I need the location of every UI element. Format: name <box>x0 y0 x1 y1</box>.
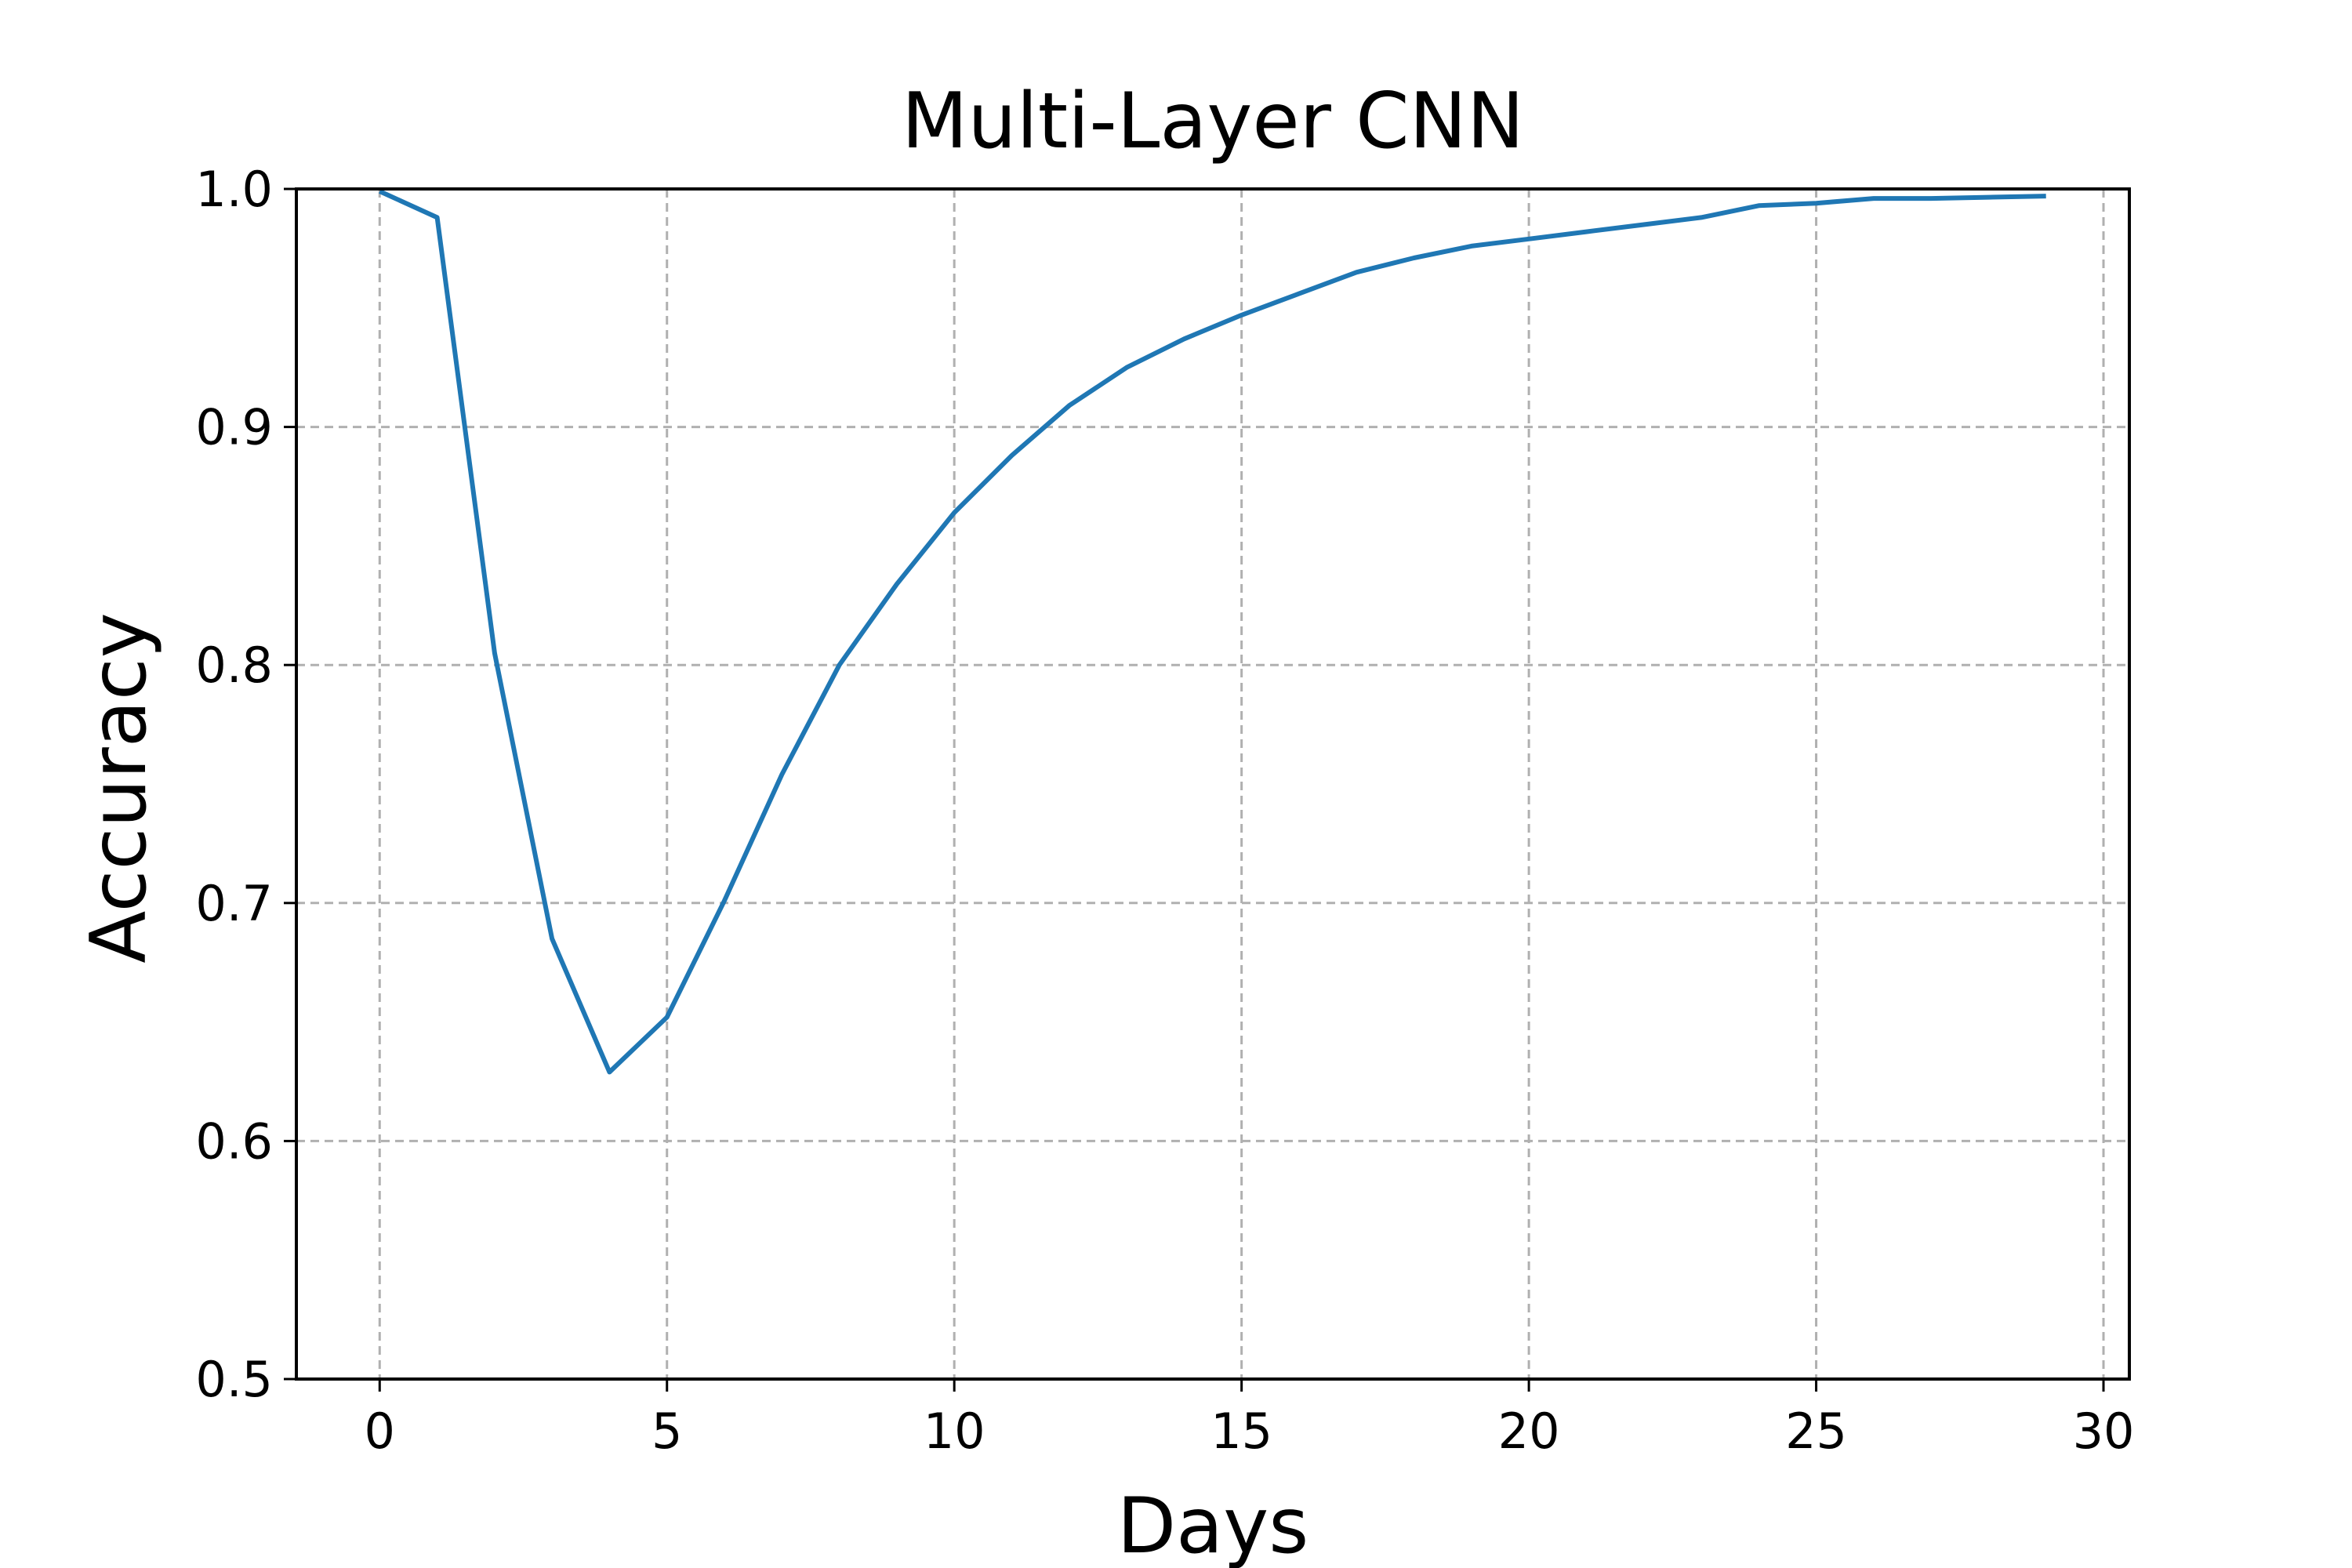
data-point <box>1699 215 1704 220</box>
x-axis-label: Days <box>1117 1482 1309 1568</box>
data-point <box>2044 194 2049 198</box>
data-point <box>1240 313 1244 318</box>
x-tick-label: 20 <box>1498 1403 1560 1460</box>
data-point <box>1871 196 1876 201</box>
data-point <box>1469 244 1474 249</box>
chart-title: Multi-Layer CNN <box>902 77 1524 166</box>
axis-ticks: 0 5 10 15 20 25 30 0.5 0.6 0.7 0.8 0.9 1.0 <box>195 161 2134 1460</box>
series-layer <box>379 189 2049 1075</box>
data-point <box>550 936 554 941</box>
y-tick-label: 0.9 <box>195 399 273 456</box>
data-point <box>895 582 899 586</box>
x-tick-label: 5 <box>652 1403 682 1460</box>
data-point <box>1642 223 1646 227</box>
x-tick-label: 10 <box>924 1403 985 1460</box>
data-point <box>492 651 497 655</box>
data-point <box>435 215 440 220</box>
x-tick-label: 25 <box>1785 1403 1847 1460</box>
data-point <box>837 662 842 667</box>
data-point <box>1756 203 1761 208</box>
x-tick-label: 0 <box>365 1403 395 1460</box>
data-point <box>1124 365 1129 370</box>
y-tick-label: 0.5 <box>195 1351 273 1408</box>
y-tick-label: 0.7 <box>195 875 273 932</box>
data-point <box>1067 403 1072 408</box>
data-point <box>1009 453 1014 458</box>
data-point <box>779 772 784 777</box>
data-point <box>1814 201 1819 205</box>
grid-lines <box>296 189 2129 1379</box>
x-tick-label: 30 <box>2073 1403 2135 1460</box>
y-tick-label: 0.8 <box>195 637 273 694</box>
data-point <box>722 898 727 903</box>
data-point <box>1929 196 1933 201</box>
data-point <box>607 1069 612 1074</box>
data-point <box>665 1015 670 1020</box>
y-tick-label: 0.6 <box>195 1112 273 1170</box>
y-tick-label: 1.0 <box>195 161 273 218</box>
data-point <box>1354 270 1359 274</box>
data-point <box>1181 336 1186 341</box>
data-point <box>1986 195 1991 200</box>
series-line <box>379 189 2046 1075</box>
plot-frame <box>295 187 2131 1381</box>
data-point <box>1412 256 1417 260</box>
data-point <box>1297 292 1301 296</box>
data-point <box>1526 237 1531 241</box>
data-point <box>952 510 956 515</box>
x-tick-label: 15 <box>1210 1403 1272 1460</box>
y-axis-label: Accuracy <box>74 612 164 963</box>
data-point <box>1584 230 1588 234</box>
